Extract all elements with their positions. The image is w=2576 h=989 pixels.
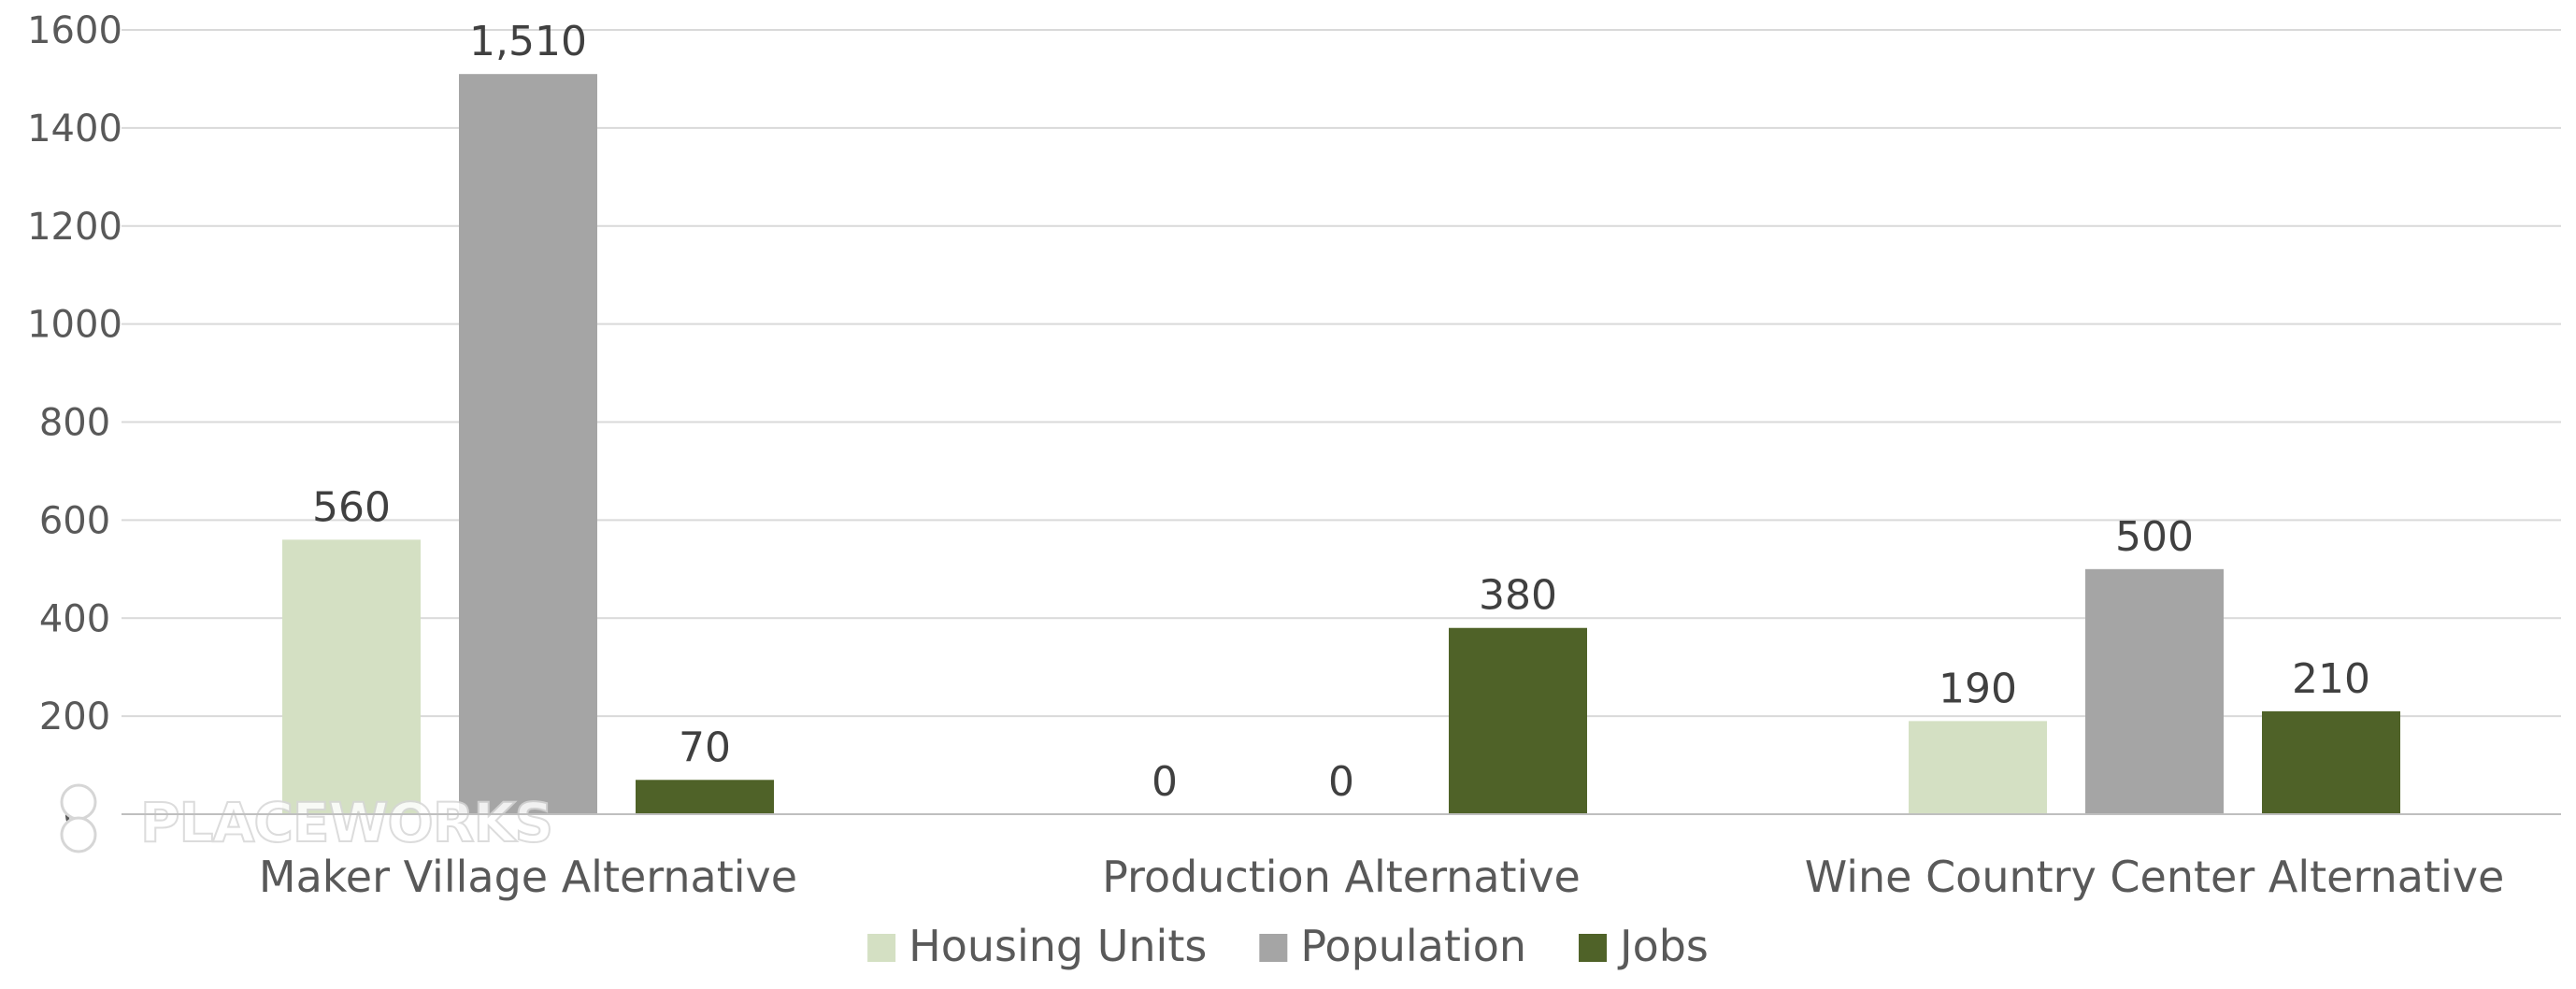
bar [1909, 721, 2047, 814]
category-labels: Maker Village Alternative Production Alte… [259, 852, 2504, 902]
category-label: Wine Country Center Alternative [1805, 852, 2505, 902]
legend-label: Jobs [1617, 921, 1709, 971]
bar [2262, 710, 2400, 814]
data-label: 0 [1152, 758, 1178, 806]
data-label: 210 [2292, 655, 2370, 703]
legend-swatch [1259, 934, 1288, 962]
category-label: Maker Village Alternative [259, 852, 797, 902]
legend: Housing Units Population Jobs [867, 921, 1709, 971]
bar [459, 74, 597, 815]
data-labels: 560 1,510 70 0 0 380 190 500 210 [312, 18, 2370, 806]
legend-swatch [867, 934, 896, 962]
y-tick-label: 1000 [27, 304, 122, 347]
legend-label: Housing Units [909, 921, 1207, 971]
y-tick-label: 1200 [27, 206, 122, 249]
y-tick-label: 1600 [27, 9, 122, 52]
y-tick-label: 400 [39, 597, 110, 640]
bar [636, 780, 774, 814]
bars [282, 74, 2400, 815]
legend-swatch [1579, 934, 1608, 962]
data-label: 560 [312, 483, 391, 531]
y-tick-label: 200 [39, 695, 110, 738]
y-tick-label: 600 [39, 499, 110, 542]
y-tick-label: 800 [39, 402, 110, 445]
data-label: 1,510 [469, 18, 587, 65]
bar [2085, 568, 2224, 814]
bar [282, 539, 421, 814]
category-label: Production Alternative [1102, 852, 1581, 902]
data-label: 0 [1328, 758, 1354, 806]
bar [1449, 627, 1587, 814]
watermark: PLACEWORKS [60, 783, 554, 855]
y-tick-label: 1400 [27, 108, 122, 150]
data-label: 190 [1939, 665, 2017, 712]
y-axis-ticks: 02004006008001000120014001600 [27, 9, 122, 837]
watermark-text: PLACEWORKS [140, 791, 552, 854]
data-label: 380 [1479, 572, 1557, 620]
legend-label: Population [1300, 921, 1526, 971]
data-label: 70 [679, 724, 731, 771]
data-label: 500 [2115, 513, 2194, 561]
placeworks-logo-icon [60, 783, 97, 853]
